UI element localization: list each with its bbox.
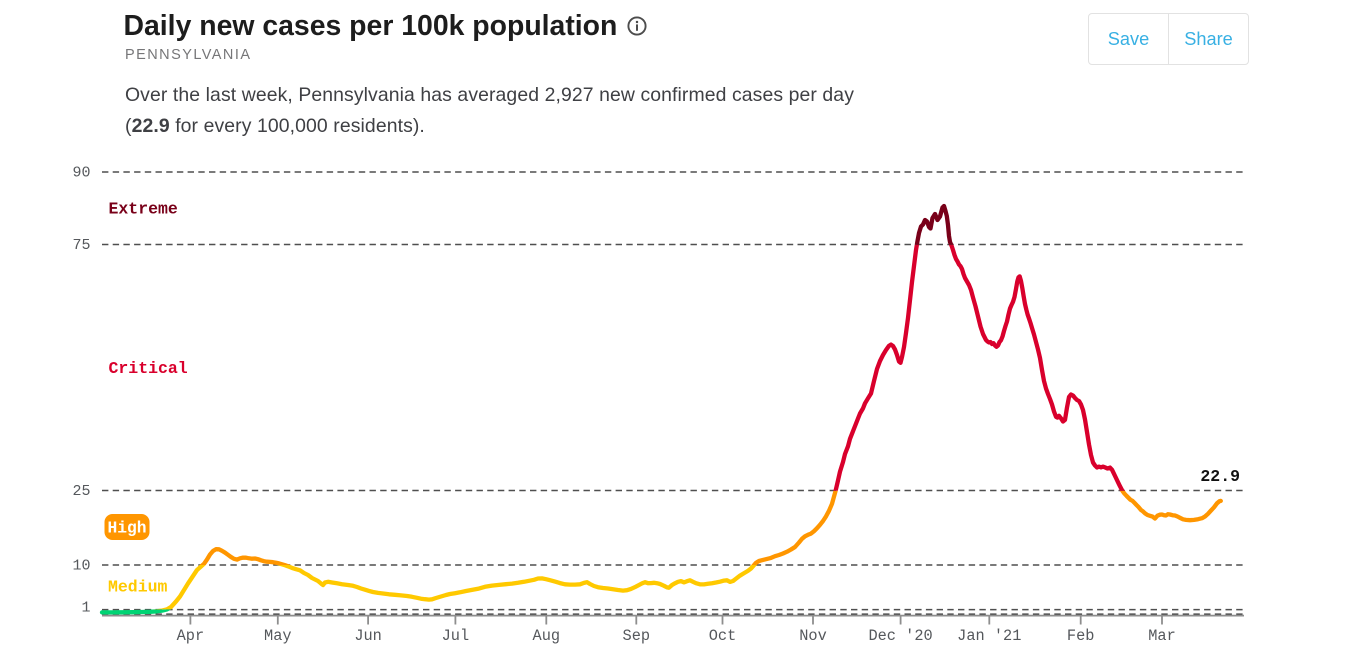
svg-text:Mar: Mar (1148, 627, 1176, 645)
svg-text:Jul: Jul (442, 627, 470, 645)
svg-text:Nov: Nov (799, 627, 827, 645)
svg-text:Extreme: Extreme (109, 200, 178, 219)
svg-text:25: 25 (72, 483, 90, 500)
svg-text:Apr: Apr (177, 627, 205, 645)
svg-text:High: High (107, 519, 146, 538)
svg-text:90: 90 (72, 165, 90, 182)
svg-text:Feb: Feb (1067, 627, 1095, 645)
svg-text:Jan '21: Jan '21 (957, 627, 1021, 645)
svg-text:May: May (264, 627, 292, 645)
svg-text:75: 75 (72, 237, 90, 254)
svg-text:Critical: Critical (109, 359, 188, 378)
svg-text:Oct: Oct (709, 627, 737, 645)
svg-text:Medium: Medium (108, 578, 168, 597)
svg-text:10: 10 (72, 558, 90, 575)
svg-text:Dec '20: Dec '20 (868, 627, 932, 645)
svg-text:22.9: 22.9 (1200, 467, 1240, 486)
svg-text:Sep: Sep (623, 627, 651, 645)
svg-text:Aug: Aug (533, 627, 561, 645)
svg-text:1: 1 (81, 600, 90, 617)
svg-text:Jun: Jun (354, 627, 382, 645)
